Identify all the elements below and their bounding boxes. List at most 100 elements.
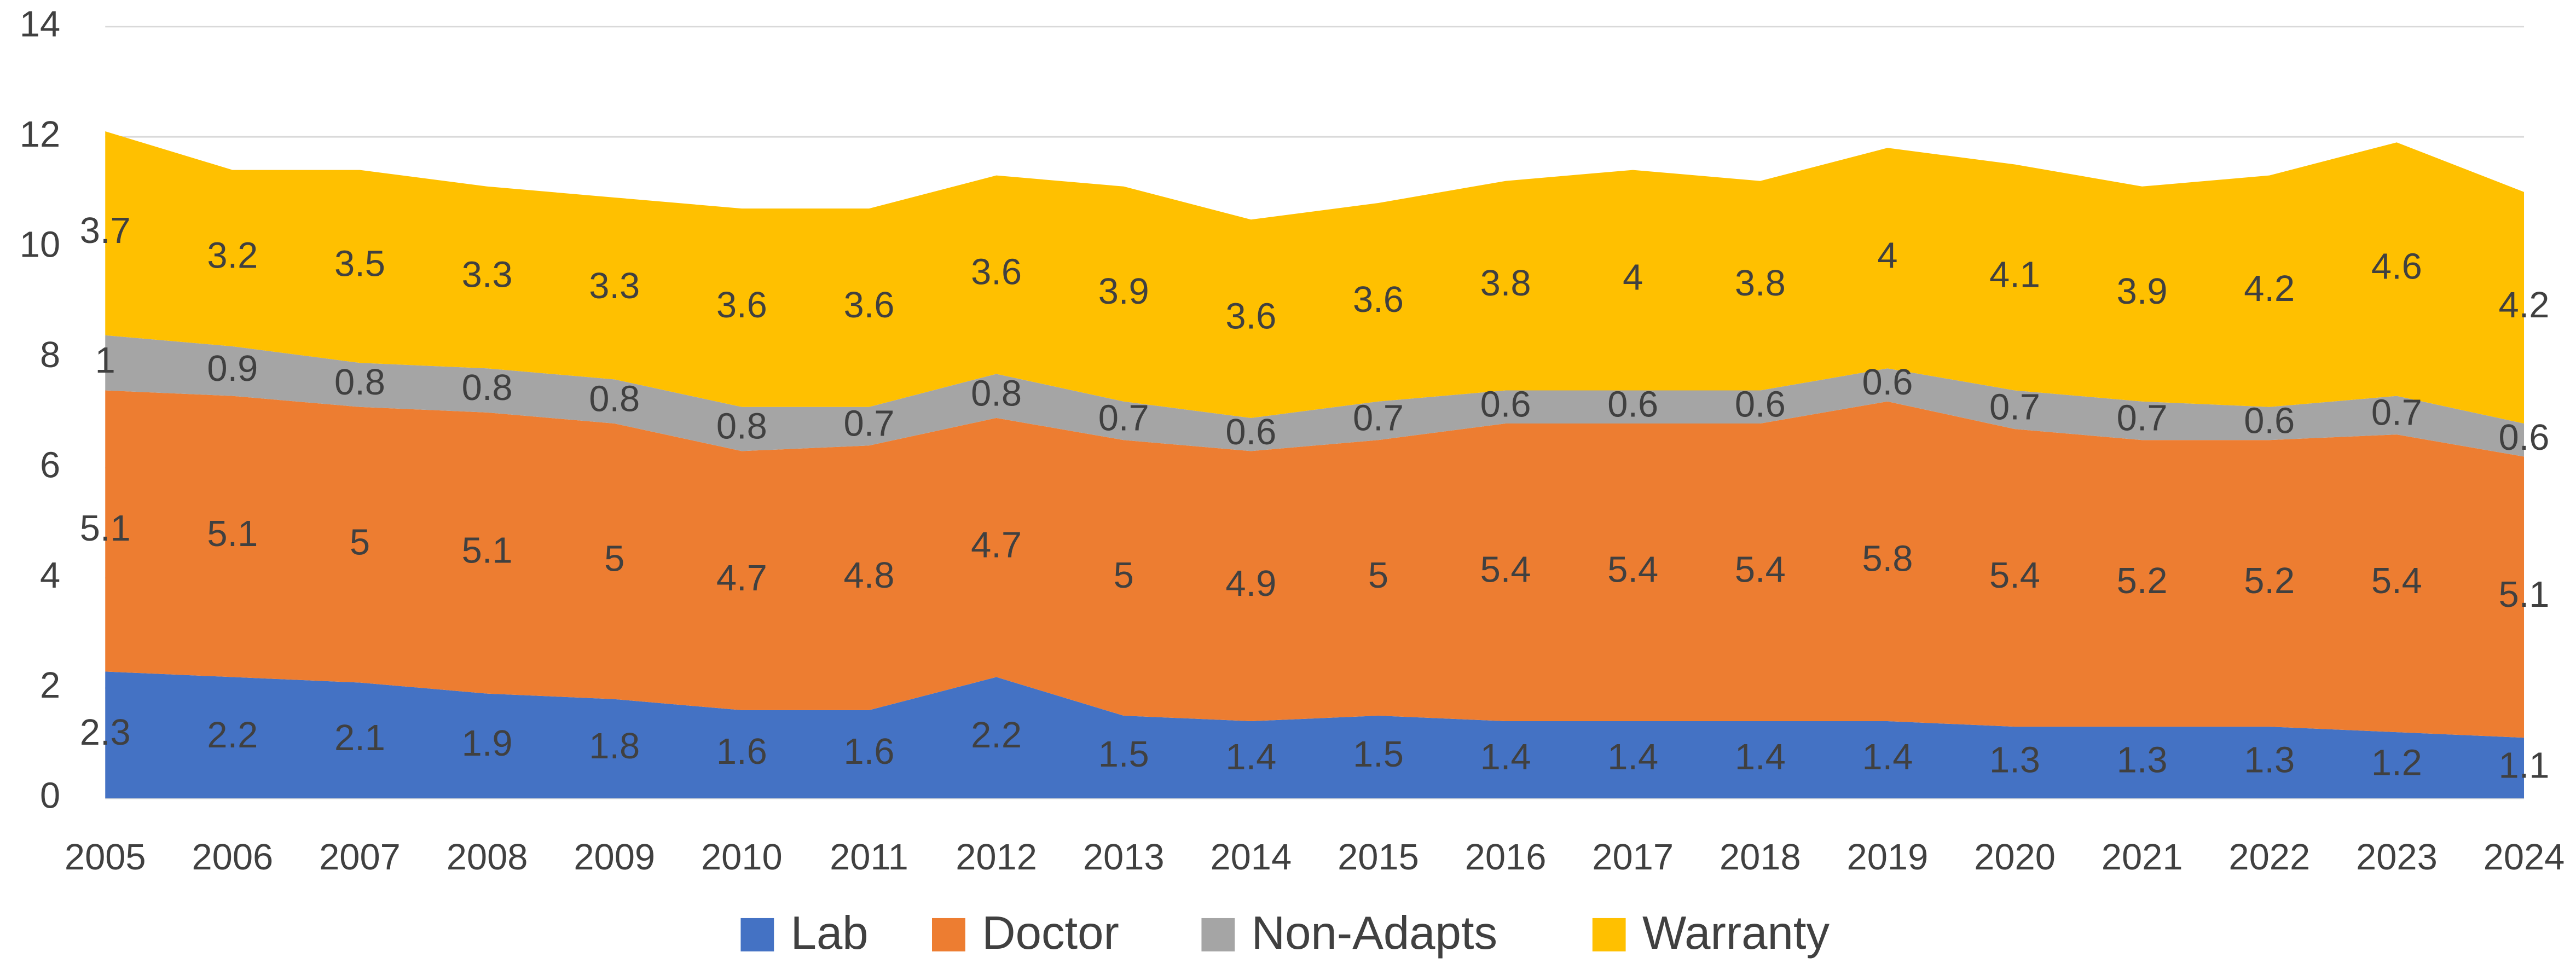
x-tick-label: 2017 xyxy=(1592,837,1674,878)
data-label: 1 xyxy=(95,340,115,381)
data-label: 4.2 xyxy=(2499,285,2550,326)
data-label: 5.1 xyxy=(207,513,258,554)
data-label: 1.3 xyxy=(2117,739,2168,780)
data-label: 1.1 xyxy=(2499,745,2550,786)
data-label: 4.7 xyxy=(716,558,767,599)
y-tick-label: 0 xyxy=(40,775,60,816)
data-label: 5.1 xyxy=(462,530,513,571)
y-tick-label: 6 xyxy=(40,444,60,485)
data-label: 5 xyxy=(350,521,370,562)
data-label: 2.1 xyxy=(334,717,385,758)
data-label: 1.3 xyxy=(2244,739,2295,780)
x-tick-label: 2021 xyxy=(2102,837,2183,878)
legend-label: Lab xyxy=(791,907,869,959)
y-tick-label: 8 xyxy=(40,334,60,375)
data-label: 3.6 xyxy=(971,252,1022,293)
data-label: 0.8 xyxy=(462,367,513,408)
legend-label: Non-Adapts xyxy=(1252,907,1497,959)
data-label: 4 xyxy=(1877,235,1897,276)
data-label: 4.2 xyxy=(2244,268,2295,309)
data-label: 3.9 xyxy=(2117,271,2168,312)
data-label: 1.5 xyxy=(1098,734,1149,775)
data-label: 0.7 xyxy=(843,403,894,444)
data-label: 4.7 xyxy=(971,524,1022,565)
y-tick-label: 14 xyxy=(20,3,60,44)
x-tick-label: 2016 xyxy=(1465,837,1547,878)
x-tick-label: 2018 xyxy=(1720,837,1801,878)
area xyxy=(105,335,2525,457)
legend-swatch xyxy=(1592,918,1626,952)
x-tick-label: 2006 xyxy=(192,837,274,878)
data-label: 1.6 xyxy=(843,731,894,772)
legend-swatch xyxy=(740,918,774,952)
x-tick-label: 2020 xyxy=(1974,837,2056,878)
x-tick-label: 2012 xyxy=(956,837,1037,878)
y-tick-label: 2 xyxy=(40,665,60,706)
data-label: 0.8 xyxy=(589,378,640,419)
data-label: 3.5 xyxy=(334,243,385,285)
data-label: 3.3 xyxy=(589,265,640,306)
data-label: 4 xyxy=(1623,257,1643,298)
data-label: 3.3 xyxy=(462,254,513,295)
data-label: 5 xyxy=(604,538,624,579)
data-label: 1.4 xyxy=(1225,736,1276,778)
x-tick-label: 2022 xyxy=(2228,837,2310,878)
data-label: 0.9 xyxy=(207,348,258,389)
x-tick-label: 2013 xyxy=(1083,837,1165,878)
data-label: 2.3 xyxy=(80,712,131,753)
x-tick-label: 2008 xyxy=(447,837,528,878)
data-label: 3.6 xyxy=(1353,279,1404,320)
legend-swatch xyxy=(1201,918,1235,952)
data-label: 1.4 xyxy=(1862,736,1913,778)
data-label: 5.4 xyxy=(2371,560,2422,601)
data-label: 4.1 xyxy=(1989,254,2040,295)
data-label: 5.1 xyxy=(2499,574,2550,615)
x-tick-label: 2015 xyxy=(1338,837,1419,878)
area xyxy=(105,131,2525,424)
data-label: 5 xyxy=(1114,555,1134,596)
legend-swatch xyxy=(931,918,965,952)
data-label: 3.6 xyxy=(843,285,894,326)
data-label: 1.8 xyxy=(589,726,640,767)
area xyxy=(105,390,2525,738)
data-label: 0.8 xyxy=(334,362,385,403)
data-label: 5.2 xyxy=(2244,560,2295,601)
data-label: 0.6 xyxy=(1607,384,1658,425)
data-label: 1.2 xyxy=(2371,742,2422,783)
data-label: 4.9 xyxy=(1225,563,1276,604)
data-label: 1.4 xyxy=(1607,736,1658,778)
y-tick-label: 10 xyxy=(20,224,60,265)
data-label: 5.4 xyxy=(1989,555,2040,596)
data-label: 5.1 xyxy=(80,508,131,549)
x-tick-label: 2014 xyxy=(1210,837,1292,878)
data-label: 0.8 xyxy=(971,373,1022,414)
area xyxy=(105,671,2525,799)
data-label: 1.4 xyxy=(1480,736,1531,778)
data-label: 3.9 xyxy=(1098,271,1149,312)
data-label: 2.2 xyxy=(971,715,1022,756)
data-label: 5.4 xyxy=(1480,549,1531,590)
data-label: 5 xyxy=(1368,555,1388,596)
data-label: 0.7 xyxy=(2117,398,2168,439)
x-tick-label: 2011 xyxy=(830,837,908,878)
x-tick-label: 2009 xyxy=(574,837,655,878)
data-label: 4.8 xyxy=(843,555,894,596)
data-label: 2.2 xyxy=(207,715,258,756)
data-label: 1.5 xyxy=(1353,734,1404,775)
data-label: 1.4 xyxy=(1735,736,1786,778)
data-label: 5.4 xyxy=(1607,549,1658,590)
x-tick-label: 2024 xyxy=(2484,837,2565,878)
data-label: 0.6 xyxy=(1862,362,1913,403)
data-label: 0.7 xyxy=(2371,392,2422,433)
data-label: 1.3 xyxy=(1989,739,2040,780)
data-label: 5.4 xyxy=(1735,549,1786,590)
x-tick-label: 2005 xyxy=(65,837,146,878)
data-label: 3.2 xyxy=(207,235,258,276)
legend-label: Warranty xyxy=(1642,907,1830,959)
data-label: 3.8 xyxy=(1480,263,1531,304)
data-label: 0.6 xyxy=(2499,417,2550,458)
y-tick-label: 12 xyxy=(20,114,60,155)
data-label: 0.6 xyxy=(1480,384,1531,425)
x-tick-label: 2019 xyxy=(1847,837,1929,878)
data-label: 3.8 xyxy=(1735,263,1786,304)
